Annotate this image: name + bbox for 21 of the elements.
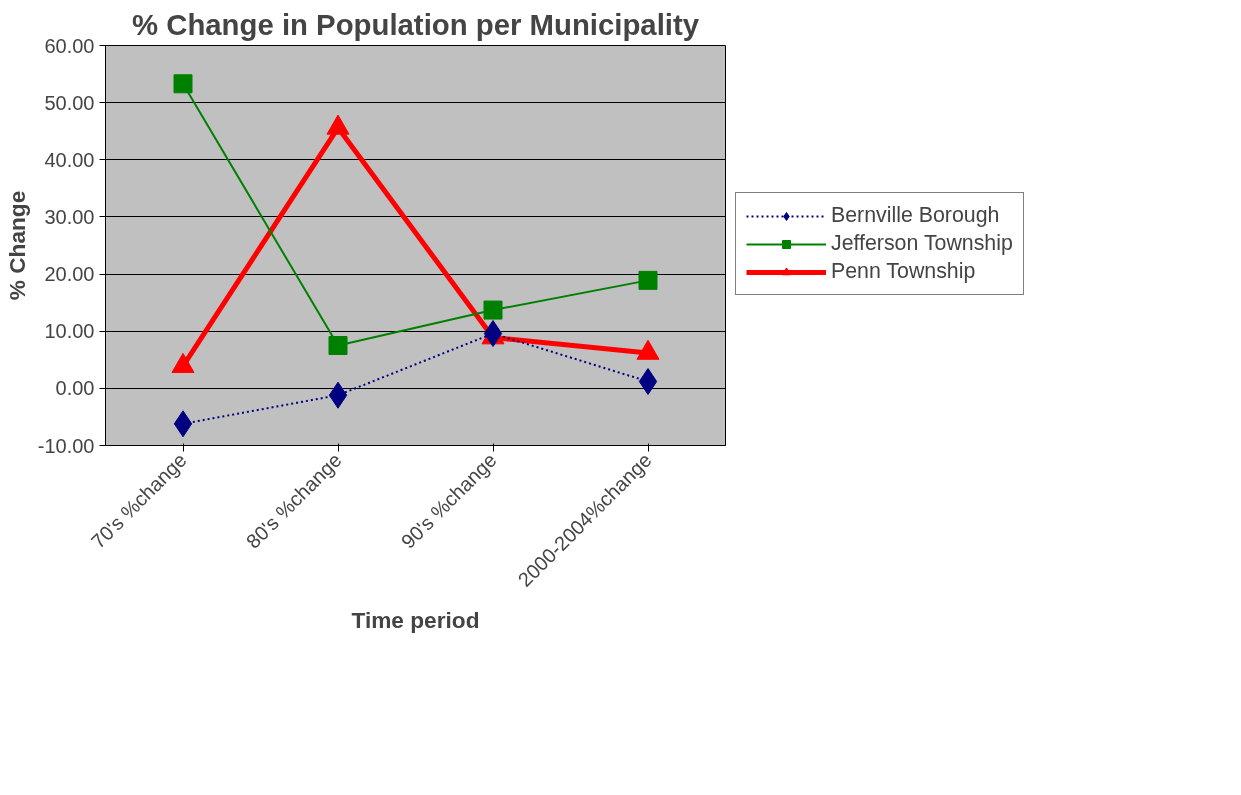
point xyxy=(638,368,658,395)
x-axis-title: Time period xyxy=(351,606,480,633)
y-tick-label: 50.00 xyxy=(44,91,95,114)
y-tick-label: 60.00 xyxy=(44,34,95,57)
legend-label: Penn Township xyxy=(831,259,976,284)
point xyxy=(328,336,348,355)
y-tick-label: 40.00 xyxy=(44,148,95,171)
point xyxy=(638,270,658,290)
y-axis-title: % Change xyxy=(3,190,30,301)
point xyxy=(328,381,348,409)
y-tick-label: 0.00 xyxy=(55,377,95,400)
point xyxy=(483,300,503,320)
point xyxy=(173,410,193,438)
y-tick-label: 30.00 xyxy=(44,205,95,228)
point xyxy=(173,74,193,94)
legend-label: Jefferson Township xyxy=(831,231,1013,256)
legend-label: Bernville Borough xyxy=(831,203,1000,228)
y-tick-label: -10.00 xyxy=(37,434,95,457)
chart-title: % Change in Population per Municipality xyxy=(131,7,700,41)
y-tick-label: 20.00 xyxy=(44,263,95,286)
y-tick-label: 10.00 xyxy=(44,320,95,343)
